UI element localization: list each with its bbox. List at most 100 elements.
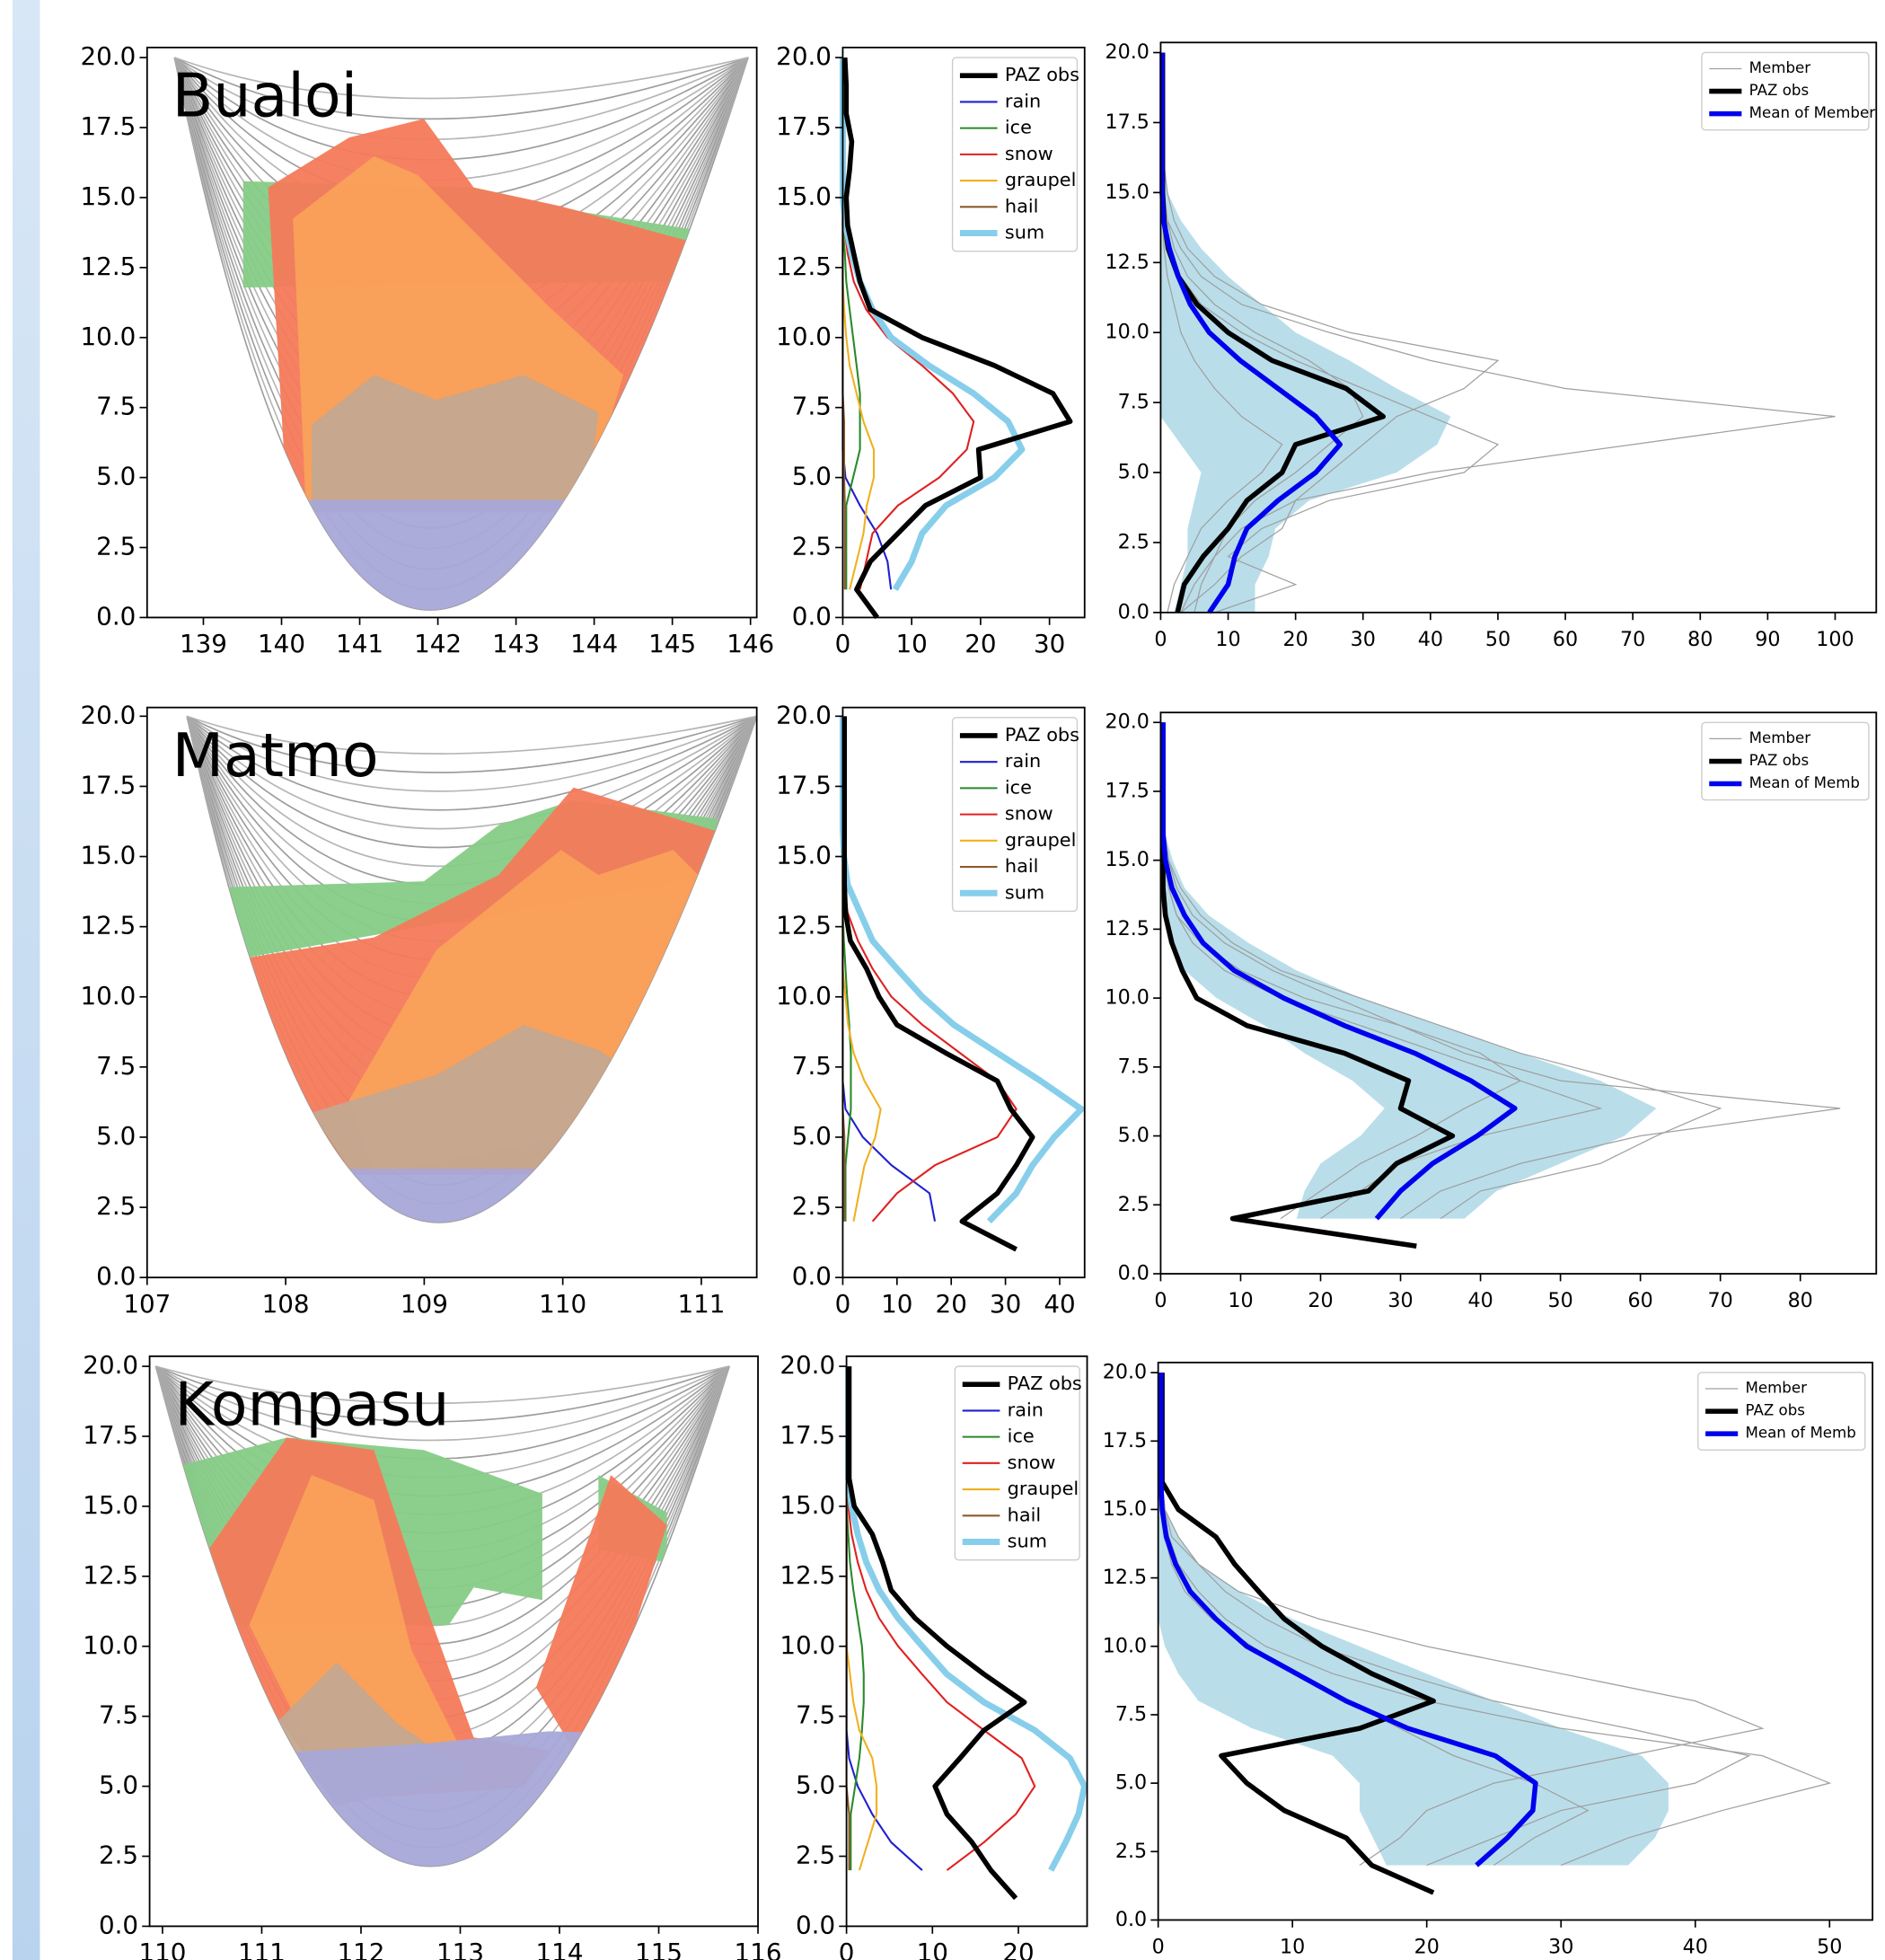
- x-tick-label: 60: [1553, 628, 1578, 651]
- x-tick-label: 40: [1683, 1936, 1708, 1959]
- y-tick-label: 15.0: [1103, 1497, 1147, 1521]
- y-tick-label: 5.0: [96, 1121, 136, 1151]
- figure: Bualoi0.02.55.07.510.012.515.017.520.013…: [0, 0, 1885, 1960]
- x-tick-label: 0: [1152, 1936, 1165, 1959]
- legend-label: rain: [1005, 750, 1041, 772]
- x-tick-label: 50: [1485, 628, 1511, 651]
- y-tick-label: 15.0: [776, 841, 832, 870]
- y-tick-label: 7.5: [792, 1051, 832, 1081]
- y-tick-label: 7.5: [1115, 1702, 1147, 1726]
- y-tick-label: 7.5: [796, 1700, 835, 1730]
- legend-label: PAZ obs: [1746, 1402, 1805, 1419]
- legend-label: Mean of Memb: [1749, 774, 1860, 791]
- x-tick-label: 70: [1620, 628, 1645, 651]
- x-tick-label: 10: [1228, 1289, 1253, 1312]
- legend-label: PAZ obs: [1749, 752, 1809, 769]
- panel-title: Kompasu: [174, 1369, 449, 1439]
- legend-label: Member: [1746, 1380, 1808, 1397]
- legend-label: Member: [1749, 729, 1811, 746]
- y-tick-label: 5.0: [1118, 1124, 1149, 1147]
- y-tick-label: 0.0: [99, 1910, 138, 1939]
- y-tick-label: 17.5: [780, 1420, 835, 1450]
- y-tick-label: 15.0: [83, 1490, 138, 1520]
- x-tick-label: 0: [835, 629, 851, 658]
- x-tick-label: 50: [1547, 1289, 1572, 1312]
- y-tick-label: 20.0: [776, 41, 832, 71]
- legend-label: snow: [1005, 803, 1053, 825]
- y-tick-label: 17.5: [81, 770, 137, 799]
- x-tick-label: 145: [648, 629, 696, 658]
- y-tick-label: 2.5: [1118, 530, 1149, 553]
- x-tick-label: 107: [123, 1289, 171, 1319]
- x-tick-label: 114: [536, 1938, 584, 1960]
- legend-label: sum: [1005, 222, 1044, 243]
- x-tick-label: 0: [1154, 628, 1167, 651]
- side-strip: [13, 0, 40, 1960]
- legend-label: Mean of Member: [1749, 104, 1876, 121]
- legend-label: hail: [1005, 195, 1039, 216]
- y-tick-label: 10.0: [780, 1630, 835, 1660]
- x-tick-label: 20: [965, 629, 996, 658]
- x-tick-label: 30: [1351, 628, 1376, 651]
- legend-label: snow: [1005, 143, 1053, 164]
- y-tick-label: 7.5: [792, 392, 832, 421]
- y-tick-label: 5.0: [1118, 461, 1149, 484]
- x-tick-label: 112: [338, 1938, 385, 1960]
- x-tick-label: 60: [1628, 1289, 1653, 1312]
- y-tick-label: 10.0: [81, 981, 137, 1011]
- y-tick-label: 12.5: [1103, 1566, 1147, 1589]
- legend-label: rain: [1005, 90, 1041, 111]
- y-tick-label: 17.5: [776, 111, 832, 141]
- x-tick-label: 0: [835, 1289, 851, 1319]
- y-tick-label: 17.5: [1103, 1429, 1147, 1452]
- x-tick-label: 50: [1817, 1936, 1842, 1959]
- x-tick-label: 20: [1414, 1936, 1440, 1959]
- x-tick-label: 110: [138, 1938, 186, 1960]
- x-tick-label: 0: [1154, 1289, 1167, 1312]
- y-tick-label: 12.5: [81, 911, 137, 940]
- x-tick-label: 144: [570, 629, 618, 658]
- legend-label: PAZ obs: [1005, 64, 1079, 85]
- x-tick-label: 139: [180, 629, 227, 658]
- y-tick-label: 12.5: [1105, 251, 1149, 274]
- legend-label: PAZ obs: [1749, 82, 1809, 99]
- y-tick-label: 2.5: [96, 532, 136, 561]
- y-tick-label: 0.0: [796, 1910, 835, 1939]
- y-tick-label: 15.0: [81, 841, 137, 870]
- y-tick-label: 12.5: [83, 1560, 138, 1590]
- y-tick-label: 2.5: [96, 1191, 136, 1221]
- x-tick-label: 0: [839, 1938, 855, 1960]
- y-tick-label: 12.5: [776, 252, 832, 281]
- y-tick-label: 5.0: [792, 1121, 832, 1151]
- y-tick-label: 5.0: [1115, 1771, 1147, 1795]
- x-tick-label: 20: [1308, 1289, 1333, 1312]
- y-tick-label: 20.0: [776, 700, 832, 729]
- x-tick-label: 30: [1034, 629, 1065, 658]
- x-tick-label: 143: [492, 629, 540, 658]
- y-tick-label: 5.0: [792, 462, 832, 491]
- y-tick-label: 0.0: [1115, 1908, 1147, 1931]
- y-tick-label: 7.5: [99, 1700, 138, 1730]
- x-tick-label: 10: [1215, 628, 1240, 651]
- y-tick-label: 10.0: [1105, 321, 1149, 344]
- y-tick-label: 20.0: [1103, 1361, 1147, 1384]
- legend-label: sum: [1008, 1531, 1047, 1552]
- x-tick-label: 116: [735, 1938, 782, 1960]
- y-tick-label: 2.5: [1118, 1193, 1149, 1216]
- legend-label: Mean of Memb: [1746, 1425, 1856, 1442]
- x-tick-label: 80: [1687, 628, 1713, 651]
- legend-label: rain: [1008, 1399, 1044, 1420]
- y-tick-label: 17.5: [1105, 110, 1149, 134]
- legend-label: ice: [1005, 117, 1032, 138]
- x-tick-label: 142: [414, 629, 462, 658]
- x-tick-label: 40: [1467, 1289, 1493, 1312]
- y-tick-label: 0.0: [96, 601, 136, 631]
- x-tick-label: 140: [258, 629, 305, 658]
- legend-label: sum: [1005, 881, 1044, 903]
- x-tick-label: 146: [727, 629, 774, 658]
- y-tick-label: 10.0: [776, 322, 832, 351]
- y-tick-label: 15.0: [780, 1490, 835, 1520]
- hydrometeor-region: [312, 375, 598, 512]
- x-tick-label: 111: [238, 1938, 286, 1960]
- y-tick-label: 0.0: [1118, 600, 1149, 623]
